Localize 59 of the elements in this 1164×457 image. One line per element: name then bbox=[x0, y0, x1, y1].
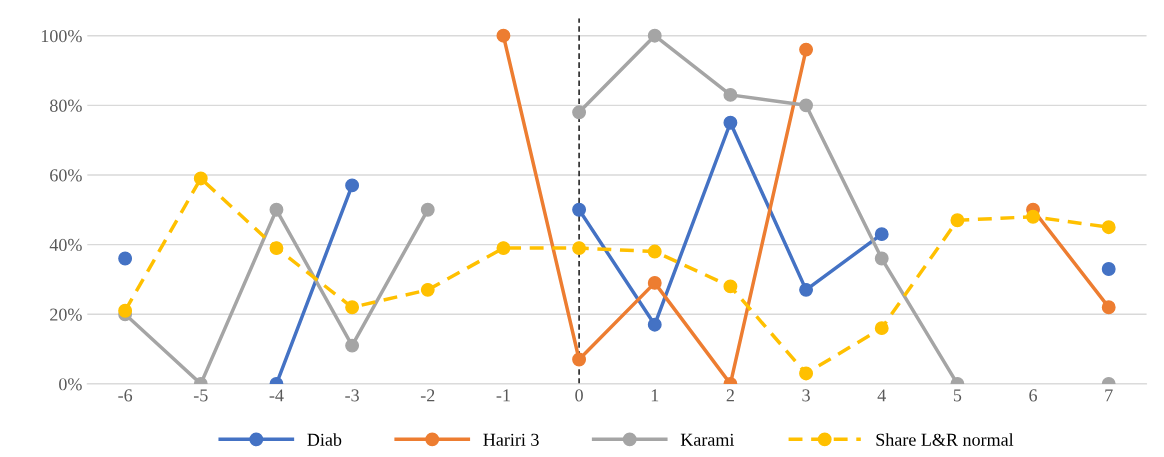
x-tick-label: -3 bbox=[345, 389, 359, 402]
legend-label: Diab bbox=[307, 433, 342, 446]
point bbox=[118, 251, 133, 266]
point bbox=[420, 202, 435, 217]
point bbox=[647, 275, 662, 290]
point bbox=[874, 251, 889, 266]
point bbox=[874, 321, 889, 336]
point bbox=[1101, 262, 1116, 276]
point bbox=[1026, 209, 1040, 224]
point bbox=[799, 98, 814, 113]
point bbox=[193, 171, 208, 186]
point bbox=[1101, 220, 1116, 235]
point bbox=[723, 279, 738, 294]
y-tick-label: 20% bbox=[50, 308, 82, 321]
x-tick-label: 1 bbox=[651, 389, 659, 402]
point bbox=[647, 244, 662, 259]
point bbox=[345, 338, 360, 353]
x-tick-label: 0 bbox=[575, 389, 583, 402]
y-tick-label: 40% bbox=[49, 238, 82, 252]
point bbox=[723, 115, 738, 130]
point bbox=[345, 300, 360, 315]
x-tick-label: -1 bbox=[496, 389, 510, 402]
point bbox=[118, 303, 133, 318]
point bbox=[572, 105, 587, 120]
point bbox=[647, 317, 662, 332]
point bbox=[723, 87, 738, 102]
y-tick-label: 100% bbox=[41, 29, 82, 43]
point bbox=[1101, 300, 1116, 315]
point bbox=[647, 28, 662, 43]
x-tick-label: 7 bbox=[1105, 389, 1113, 402]
x-tick-label: -2 bbox=[420, 389, 435, 402]
point bbox=[496, 241, 511, 256]
point bbox=[269, 241, 284, 256]
point bbox=[799, 366, 814, 381]
x-tick-label: 5 bbox=[953, 389, 962, 402]
x-tick-label: -5 bbox=[193, 389, 208, 402]
point bbox=[874, 227, 889, 242]
point bbox=[496, 28, 511, 43]
y-tick-label: 80% bbox=[50, 99, 82, 112]
point bbox=[799, 42, 814, 57]
point bbox=[345, 178, 360, 193]
x-tick-label: 2 bbox=[726, 389, 734, 402]
point bbox=[269, 202, 284, 217]
point bbox=[420, 282, 435, 297]
point bbox=[572, 202, 587, 217]
legend-label: Share L&R normal bbox=[876, 433, 1014, 446]
point bbox=[572, 241, 587, 256]
x-tick-label: 6 bbox=[1029, 389, 1038, 402]
x-tick-label: 4 bbox=[877, 389, 886, 402]
point bbox=[799, 282, 814, 297]
y-tick-label: 0% bbox=[59, 378, 82, 391]
x-tick-label: 3 bbox=[802, 389, 810, 402]
y-tick-label: 60% bbox=[50, 169, 82, 182]
x-tick-label: -6 bbox=[118, 389, 133, 402]
point bbox=[950, 213, 965, 228]
legend-label: Hariri 3 bbox=[483, 433, 539, 446]
x-tick-label: -4 bbox=[269, 389, 284, 402]
legend-label: Karami bbox=[680, 433, 735, 446]
point bbox=[572, 352, 587, 367]
